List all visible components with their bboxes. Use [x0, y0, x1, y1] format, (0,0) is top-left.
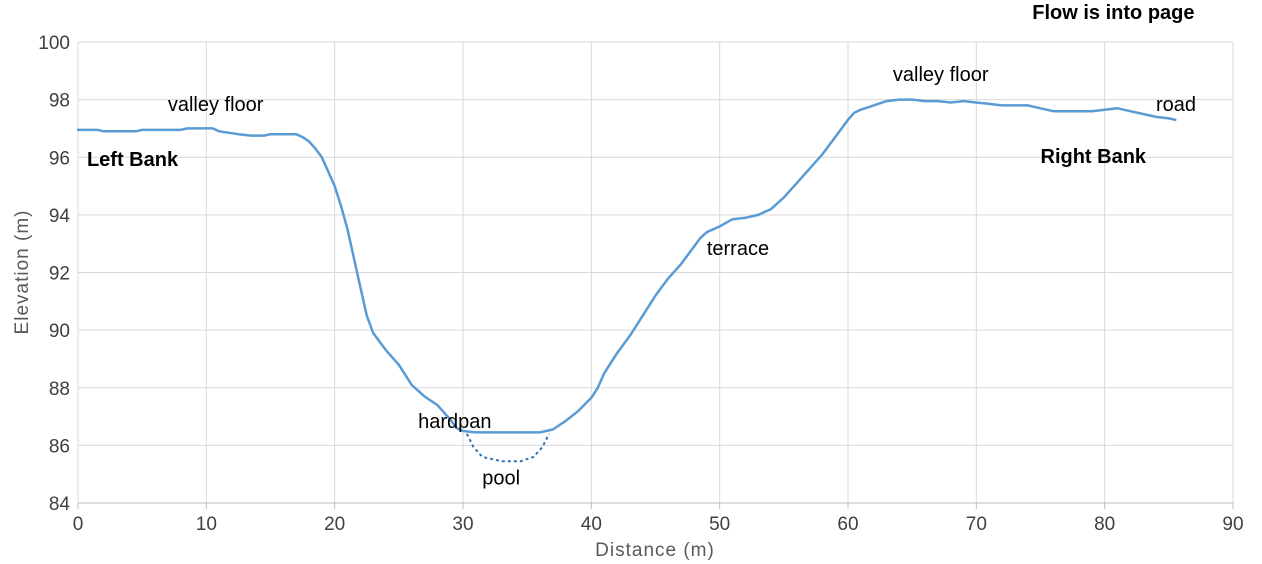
- annotation-label: terrace: [707, 238, 769, 260]
- y-axis-title: Elevation (m): [12, 210, 33, 335]
- annotation-label: Left Bank: [87, 149, 179, 171]
- x-tick-label: 10: [196, 514, 217, 535]
- x-tick-label: 90: [1222, 514, 1243, 535]
- y-tick-label: 88: [49, 379, 70, 400]
- ground-profile-line: [76, 98, 1177, 434]
- x-tick-label: 0: [73, 514, 84, 535]
- gridlines: [77, 41, 1234, 503]
- annotation-label: valley floor: [893, 64, 989, 86]
- y-tick-label: 90: [49, 321, 70, 342]
- y-tick-label: 86: [49, 436, 70, 457]
- x-tick-label: 30: [452, 514, 473, 535]
- y-tick-label: 100: [38, 33, 70, 54]
- x-tick-label: 70: [966, 514, 987, 535]
- y-tick-label: 92: [49, 264, 70, 285]
- annotation-label: Right Bank: [1041, 146, 1147, 168]
- y-tick-label: 84: [49, 494, 71, 515]
- y-tick-label: 98: [49, 91, 70, 112]
- pool-dotted-line: [466, 433, 550, 463]
- annotation-label: pool: [482, 467, 520, 489]
- x-tick-label: 50: [709, 514, 730, 535]
- annotation-label: road: [1156, 94, 1196, 116]
- y-tick-label: 94: [49, 206, 71, 227]
- series: [76, 98, 1177, 463]
- y-tick-label: 96: [49, 148, 70, 169]
- annotation-label: valley floor: [168, 94, 264, 116]
- x-tick-label: 40: [581, 514, 602, 535]
- annotations: Flow is into page valley floor Left Bank ha…: [87, 2, 1196, 489]
- annotation-label: Flow is into page: [1032, 2, 1194, 24]
- annotation-label: hardpan: [418, 411, 491, 433]
- x-tick-label: 20: [324, 514, 345, 535]
- x-tick-label: 80: [1094, 514, 1115, 535]
- axes: 0 10 20 30 40 50 60 70 80 90 84 86 88 90 92 94 96 98 100: [38, 33, 1243, 535]
- x-axis-title: Distance (m): [595, 540, 715, 561]
- x-tick-label: 60: [837, 514, 858, 535]
